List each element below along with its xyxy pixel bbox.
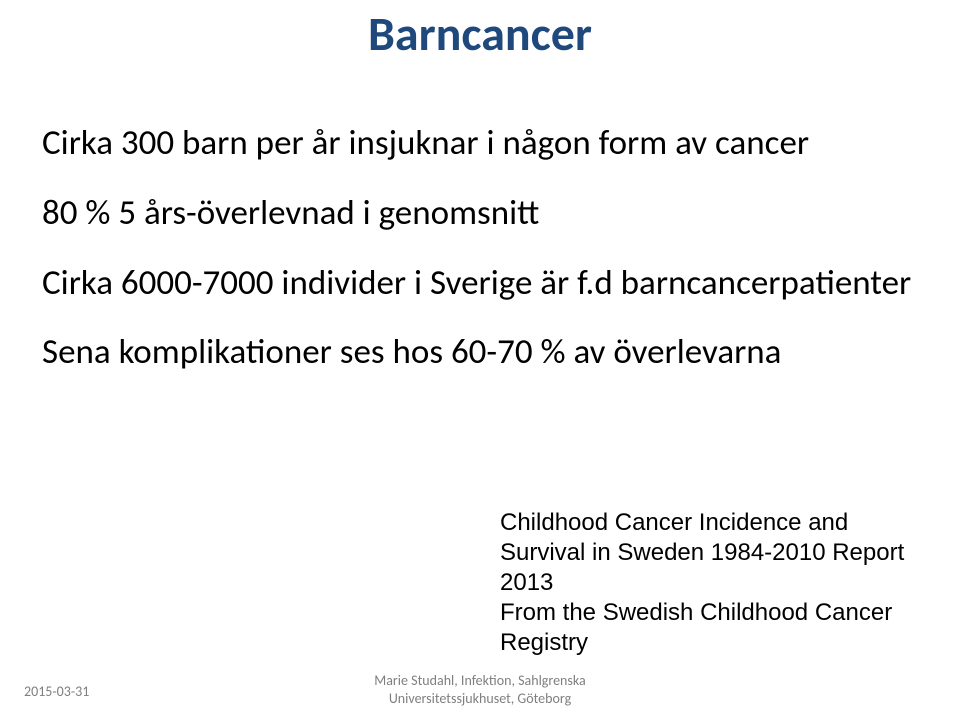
slide: Barncancer Cirka 300 barn per år insjukn… bbox=[0, 0, 960, 724]
footer-center: Marie Studahl, Infektion, Sahlgrenska Un… bbox=[0, 672, 960, 708]
body-paragraph-1: Cirka 300 barn per år insjuknar i någon … bbox=[42, 122, 922, 166]
footer-center-line-2: Universitetssjukhuset, Göteborg bbox=[0, 690, 960, 708]
slide-body: Cirka 300 barn per år insjuknar i någon … bbox=[42, 122, 922, 401]
body-paragraph-3: Cirka 6000-7000 individer i Sverige är f… bbox=[42, 262, 922, 306]
reference-line-2: From the Swedish Childhood Cancer Regist… bbox=[500, 598, 920, 658]
reference-line-1: Childhood Cancer Incidence and Survival … bbox=[500, 508, 920, 598]
body-paragraph-2: 80 % 5 års-överlevnad i genomsnitt bbox=[42, 192, 922, 236]
reference-block: Childhood Cancer Incidence and Survival … bbox=[500, 508, 920, 658]
slide-title: Barncancer bbox=[0, 8, 960, 61]
body-paragraph-4: Sena komplikationer ses hos 60-70 % av ö… bbox=[42, 331, 922, 375]
footer-center-line-1: Marie Studahl, Infektion, Sahlgrenska bbox=[0, 672, 960, 690]
